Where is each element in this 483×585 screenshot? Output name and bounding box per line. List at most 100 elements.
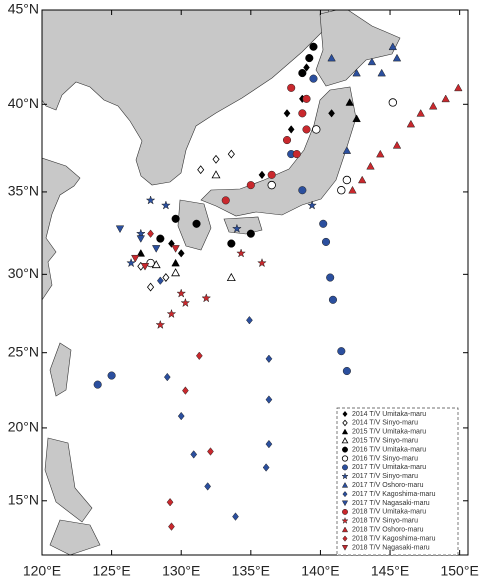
legend-label: 2018 T/V Oshoro-maru bbox=[352, 527, 424, 534]
legend-marker bbox=[342, 410, 348, 418]
station-marker bbox=[388, 98, 398, 107]
station-marker bbox=[177, 249, 185, 258]
station-marker bbox=[428, 101, 438, 110]
station-marker bbox=[367, 57, 377, 66]
legend-label: 2016 T/V Sinyo-maru bbox=[352, 455, 418, 462]
legend-marker bbox=[342, 491, 348, 498]
station-marker bbox=[337, 186, 346, 195]
y-tick-label: 35°N bbox=[8, 183, 39, 199]
station-marker bbox=[115, 225, 125, 234]
station-marker bbox=[147, 229, 154, 238]
legend-label: 2017 T/V Sinyo-maru bbox=[352, 473, 418, 480]
station-marker bbox=[201, 293, 212, 303]
station-marker bbox=[328, 109, 335, 118]
land bbox=[42, 10, 401, 555]
station-marker bbox=[309, 74, 318, 83]
station-marker bbox=[342, 366, 351, 376]
station-marker bbox=[342, 146, 352, 154]
station-marker bbox=[307, 200, 317, 210]
station-marker bbox=[298, 69, 307, 78]
legend-label: 2017 T/V Oshoro-maru bbox=[352, 482, 424, 489]
station-marker bbox=[93, 380, 102, 389]
y-tick-label: 30°N bbox=[8, 265, 39, 281]
station-marker bbox=[236, 248, 246, 258]
station-marker bbox=[352, 68, 361, 77]
station-marker bbox=[166, 498, 174, 507]
station-marker bbox=[227, 149, 235, 159]
station-marker bbox=[177, 411, 185, 421]
station-marker bbox=[342, 175, 352, 185]
legend-label: 2016 T/V Umitaka-maru bbox=[352, 446, 426, 453]
station-marker bbox=[156, 276, 164, 285]
station-marker bbox=[283, 109, 291, 118]
station-marker bbox=[197, 165, 205, 175]
station-marker bbox=[232, 512, 239, 521]
legend-marker bbox=[342, 464, 348, 471]
legend-marker bbox=[341, 481, 349, 488]
legend-label: 2014 T/V Umitaka-maru bbox=[352, 411, 426, 418]
y-tick-label: 15°N bbox=[8, 491, 39, 507]
station-marker bbox=[192, 219, 201, 228]
station-marker bbox=[151, 245, 161, 253]
station-marker bbox=[131, 254, 140, 263]
x-tick-label: 125°E bbox=[92, 563, 130, 579]
y-tick-label: 25°N bbox=[8, 343, 39, 359]
legend-marker bbox=[341, 545, 349, 551]
station-marker bbox=[171, 214, 180, 223]
station-marker bbox=[231, 223, 242, 233]
station-marker bbox=[126, 257, 137, 268]
station-marker bbox=[182, 386, 189, 395]
station-marker bbox=[392, 53, 402, 62]
station-marker bbox=[357, 175, 367, 184]
station-marker bbox=[265, 354, 273, 363]
station-marker bbox=[171, 245, 180, 253]
station-marker bbox=[345, 98, 354, 106]
station-marker bbox=[287, 125, 295, 134]
legend-marker bbox=[342, 508, 348, 515]
station-marker bbox=[180, 297, 191, 308]
legend-marker bbox=[341, 500, 349, 507]
station-marker bbox=[195, 351, 203, 360]
station-marker bbox=[406, 119, 416, 128]
station-marker bbox=[298, 109, 307, 118]
station-marker bbox=[377, 68, 386, 77]
station-marker bbox=[309, 42, 318, 51]
station-marker bbox=[176, 288, 187, 298]
station-marker bbox=[454, 83, 463, 92]
station-marker bbox=[326, 273, 335, 282]
legend-label: 2014 T/V Sinyo-maru bbox=[352, 420, 418, 427]
station-marker bbox=[107, 371, 116, 380]
station-marker bbox=[140, 263, 150, 271]
station-marker bbox=[145, 195, 156, 205]
station-marker bbox=[265, 439, 273, 449]
x-tick-label: 145°E bbox=[371, 563, 409, 579]
station-marker bbox=[146, 282, 155, 292]
legend-label: 2015 T/V Sinyo-maru bbox=[352, 438, 418, 445]
station-marker bbox=[227, 239, 236, 248]
legend-label: 2018 T/V Kagoshima-maru bbox=[352, 535, 436, 542]
station-marker bbox=[246, 181, 255, 190]
legend-label: 2017 T/V Kagoshima-maru bbox=[352, 491, 436, 498]
legend-marker bbox=[341, 526, 349, 533]
station-marker bbox=[246, 316, 253, 325]
station-marker bbox=[298, 186, 307, 195]
legend-marker bbox=[341, 455, 349, 462]
station-marker bbox=[168, 522, 175, 531]
station-marker bbox=[303, 63, 310, 72]
legend-label: 2018 T/V Nagasaki-maru bbox=[352, 544, 430, 551]
station-marker bbox=[221, 196, 230, 205]
legend-label: 2017 T/V Umitaka-maru bbox=[352, 464, 426, 471]
station-marker bbox=[287, 83, 296, 92]
station-marker bbox=[312, 125, 321, 134]
station-marker bbox=[327, 53, 336, 62]
station-marker bbox=[302, 125, 311, 134]
map-frame bbox=[41, 9, 469, 556]
legend-label: 2018 T/V Umitaka-maru bbox=[352, 509, 426, 516]
legend-marker bbox=[342, 535, 348, 542]
station-marker bbox=[207, 447, 214, 456]
station-marker bbox=[155, 319, 166, 330]
station-marker bbox=[416, 108, 425, 117]
station-marker bbox=[348, 185, 357, 194]
legend-marker bbox=[342, 419, 348, 427]
station-marker bbox=[162, 273, 170, 282]
